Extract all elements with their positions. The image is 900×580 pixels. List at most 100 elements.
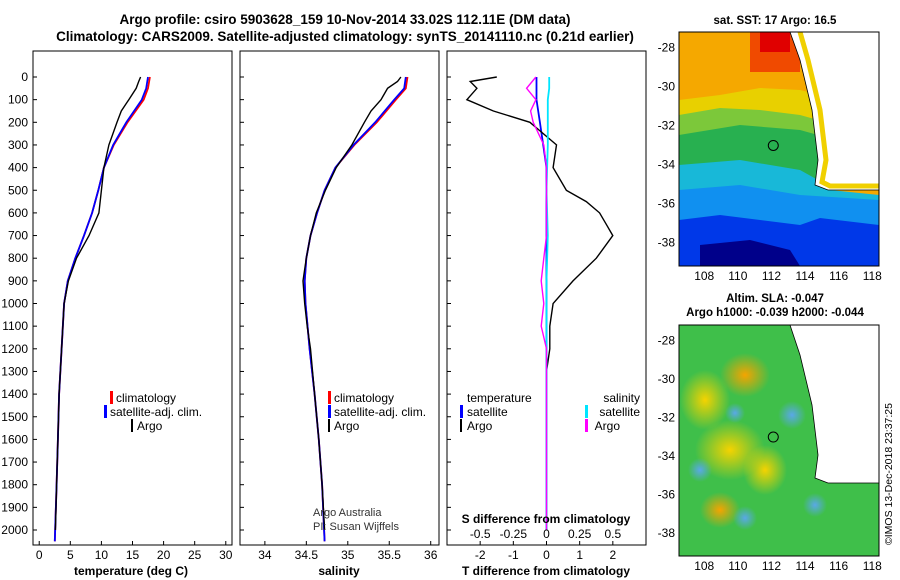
x-tick-label: 0	[543, 548, 550, 562]
depth-tick-label: 1300	[1, 364, 28, 378]
x-tick-label: 5	[67, 548, 74, 562]
difference-xlabel: T difference from climatology	[462, 564, 630, 578]
lat-tick-label: -34	[658, 449, 676, 463]
lon-tick-label: 110	[728, 269, 747, 283]
series-line-climatology	[303, 76, 409, 542]
lon-tick-label: 114	[795, 269, 814, 283]
lon-tick-label: 112	[762, 559, 781, 573]
sst-map-axes: 108 110 112 114 116 118 -28 -30 -32 -34 -36 -38	[658, 41, 883, 283]
sla-blob	[743, 445, 787, 495]
x-tick-label: 20	[157, 548, 171, 562]
depth-tick-label: 1700	[1, 455, 28, 469]
legend-temperature-title: temperature	[467, 391, 532, 405]
legend-swatch-argo	[328, 419, 330, 432]
land	[790, 325, 879, 483]
series-line-temperature-argo	[465, 76, 614, 530]
legend-argo: Argo	[334, 419, 360, 433]
legend-swatch-argo	[131, 419, 133, 432]
s-tick-label: -0.25	[500, 527, 528, 541]
x-tick-label: 30	[219, 548, 233, 562]
lon-tick-label: 118	[863, 269, 882, 283]
lon-tick-label: 116	[829, 269, 848, 283]
salinity-xlabel: salinity	[318, 564, 360, 578]
sla-map-title2: Argo h1000: -0.039 h2000: -0.044	[686, 307, 864, 319]
x-tick-label: 15	[126, 548, 140, 562]
argo-position-marker	[767, 431, 779, 443]
sla-blob	[733, 506, 757, 530]
coastline	[789, 325, 879, 484]
legend-temperature-satellite: satellite	[467, 405, 508, 419]
legend-satellite: satellite-adj. clim.	[110, 405, 202, 419]
legend-salinity-title: salinity	[603, 391, 640, 405]
lon-tick-label: 108	[694, 269, 714, 283]
x-tick-label: 35.5	[378, 548, 402, 562]
depth-tick-label: 600	[8, 206, 28, 220]
depth-tick-label: 200	[8, 115, 28, 129]
temperature-xlabel: temperature (deg C)	[74, 564, 188, 578]
legend-swatch-salinity-satellite	[585, 405, 588, 418]
coastline	[789, 32, 879, 191]
depth-axis: 0 100 200 300 400 500 600 700 800 900 1000 1100 1200…	[1, 70, 28, 537]
depth-tick-label: 800	[8, 251, 28, 265]
header-line2: Climatology: CARS2009. Satellite-adjuste…	[56, 29, 634, 44]
series-line-satellite-adj-clim-	[53, 76, 149, 542]
s-difference-label: S difference from climatology	[462, 512, 631, 526]
legend-swatch-satellite	[328, 405, 331, 418]
legend-climatology: climatology	[116, 391, 176, 405]
imos-footer: ©IMOS 13-Dec-2018 23:37:25	[883, 403, 895, 545]
series-line-salinity-argo	[525, 76, 548, 530]
lon-tick-label: 118	[863, 559, 882, 573]
lon-tick-label: 110	[728, 559, 747, 573]
lat-tick-label: -30	[658, 80, 676, 94]
temperature-plot: 0 5 10 15 20 25 30	[33, 76, 233, 562]
sla-map-axes: 108 110 112 114 116 118 -28 -30 -32 -34 -36 -38	[658, 333, 883, 573]
sla-map-title1: Altim. SLA: -0.047	[726, 293, 824, 305]
lon-tick-label: 114	[795, 559, 814, 573]
series-line-argo	[302, 76, 402, 531]
depth-tick-label: 1500	[1, 410, 28, 424]
depth-tick-label: 1900	[1, 500, 28, 514]
x-tick-label: -2	[475, 548, 486, 562]
depth-tick-label: 1400	[1, 387, 28, 401]
credit-line1: Argo Australia	[313, 507, 382, 519]
temperature-legend: climatology satellite-adj. clim. Argo	[104, 391, 202, 433]
coastal-warm-band	[797, 32, 879, 189]
sla-map	[679, 325, 879, 556]
sst-patch	[760, 32, 790, 52]
x-tick-label: 1	[576, 548, 583, 562]
x-tick-label: 35	[341, 548, 355, 562]
depth-tick-label: 1800	[1, 478, 28, 492]
depth-tick-label: 1600	[1, 432, 28, 446]
lat-tick-label: -32	[658, 119, 676, 133]
salinity-legend: climatology satellite-adj. clim. Argo	[328, 391, 426, 433]
series-line-climatology	[53, 76, 151, 542]
x-tick-label: 34.5	[295, 548, 319, 562]
header-line1: Argo profile: csiro 5903628_159 10-Nov-2…	[120, 12, 571, 27]
depth-tick-label: 1000	[1, 297, 28, 311]
depth-tick-label: 500	[8, 183, 28, 197]
lat-tick-label: -38	[658, 236, 676, 250]
temperature-plot-frame	[32, 50, 233, 546]
salinity-plot: 34 34.5 35 35.5 36	[240, 76, 438, 562]
x-tick-label: 36	[424, 548, 438, 562]
legend-argo: Argo	[137, 419, 163, 433]
s-tick-label: -0.5	[470, 527, 491, 541]
s-tick-label: 0.25	[568, 527, 592, 541]
sla-blob	[725, 403, 745, 423]
depth-tick-label: 700	[8, 229, 28, 243]
legend-swatch-satellite	[460, 405, 463, 418]
legend-satellite: satellite-adj. clim.	[334, 405, 426, 419]
legend-salinity-argo: Argo	[595, 419, 621, 433]
depth-tick-label: 0	[21, 70, 28, 84]
argo-position-marker	[767, 139, 779, 151]
lon-tick-label: 108	[694, 559, 714, 573]
series-line-argo	[54, 76, 142, 531]
depth-tick-label: 900	[8, 274, 28, 288]
lat-tick-label: -36	[658, 197, 676, 211]
lat-tick-label: -36	[658, 487, 676, 501]
sst-map-title: sat. SST: 17 Argo: 16.5	[714, 15, 838, 27]
sla-blob	[778, 401, 806, 429]
depth-tick-label: 1200	[1, 342, 28, 356]
sla-blob	[720, 353, 770, 397]
